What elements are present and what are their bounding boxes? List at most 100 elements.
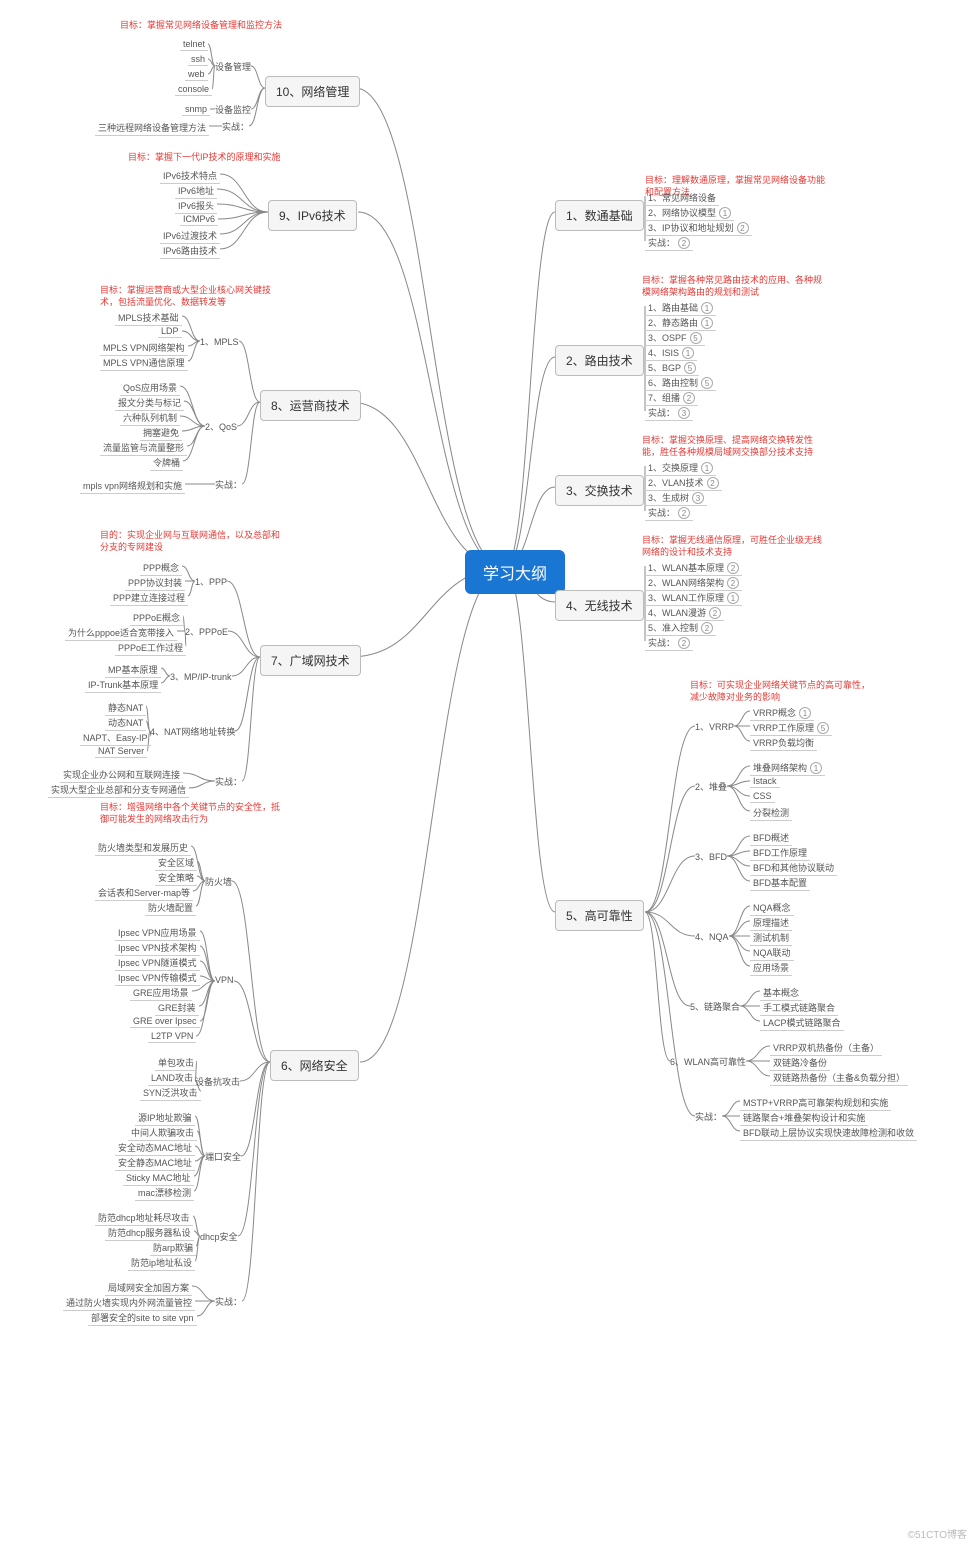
goal-b6: 目标：增强网络中各个关键节点的安全性，抵御可能发生的网络攻击行为 (100, 802, 280, 825)
leaf-b5-2-0: BFD概述 (750, 830, 792, 846)
leaf-b3-0: 1、交换原理1 (645, 460, 716, 476)
leaf-b9-5: IPv6路由技术 (160, 243, 220, 259)
leaf-b1-3: 实战：2 (645, 235, 693, 251)
sub-b7-3: 4、NAT网络地址转换 (150, 725, 235, 738)
leaf-b4-2: 3、WLAN工作原理1 (645, 590, 742, 606)
badge: 1 (727, 592, 739, 604)
branch-b6: 6、网络安全 (270, 1050, 359, 1081)
leaf-b2-5: 6、路由控制5 (645, 375, 716, 391)
branch-b10: 10、网络管理 (265, 76, 360, 107)
leaf-b5-6-2: BFD联动上层协议实现快速故障检测和收敛 (740, 1125, 917, 1141)
leaf-b5-0-2: VRRP负载均衡 (750, 735, 817, 751)
badge: 2 (727, 577, 739, 589)
sub-b6-5: 实战： (215, 1295, 242, 1308)
badge: 2 (709, 607, 721, 619)
leaf-b7-4-0: 实现企业办公网和互联网连接 (60, 767, 183, 783)
sub-b6-4: dhcp安全 (200, 1230, 238, 1243)
badge: 5 (690, 332, 702, 344)
sub-b10-0: 设备管理 (215, 60, 251, 73)
leaf-b1-0: 1、常见网络设备 (645, 190, 719, 206)
leaf-b7-3-0: 静态NAT (105, 700, 146, 716)
leaf-b8-0-1: LDP (158, 325, 182, 338)
sub-b5-3: 4、NQA (695, 930, 729, 943)
leaf-b1-1: 2、网络协议模型1 (645, 205, 734, 221)
watermark: ©51CTO博客 (908, 1526, 967, 1541)
goal-b8: 目标：掌握运营商或大型企业核心网关键技术，包括流量优化、数据转发等 (100, 285, 280, 308)
leaf-b3-3: 实战：2 (645, 505, 693, 521)
leaf-b7-1-0: PPPoE概念 (130, 610, 183, 626)
badge: 1 (701, 302, 713, 314)
leaf-b9-3: ICMPv6 (180, 213, 218, 226)
sub-b8-2: 实战： (215, 478, 242, 491)
leaf-b5-3-0: NQA概念 (750, 900, 794, 916)
sub-b5-6: 实战： (695, 1110, 722, 1123)
leaf-b5-1-2: CSS (750, 790, 775, 803)
leaf-b4-5: 实战：2 (645, 635, 693, 651)
leaf-b5-1-1: Istack (750, 775, 780, 788)
leaf-b7-3-3: NAT Server (95, 745, 147, 758)
leaf-b6-0-3: 会话表和Server-map等 (95, 885, 193, 901)
leaf-b6-1-7: L2TP VPN (148, 1030, 196, 1043)
badge: 1 (719, 207, 731, 219)
leaf-b6-3-3: 安全静态MAC地址 (115, 1155, 195, 1171)
leaf-b8-1-3: 拥塞避免 (140, 425, 182, 441)
leaf-b2-4: 5、BGP5 (645, 360, 699, 376)
leaf-b8-1-5: 令牌桶 (150, 455, 183, 471)
root-node: 学习大纲 (465, 550, 565, 594)
leaf-b9-0: IPv6技术特点 (160, 168, 220, 184)
leaf-b5-3-3: NQA联动 (750, 945, 794, 961)
sub-b7-0: 1、PPP (195, 575, 227, 588)
branch-b7: 7、广域网技术 (260, 645, 361, 676)
branch-b2: 2、路由技术 (555, 345, 644, 376)
leaf-b8-1-0: QoS应用场景 (120, 380, 180, 396)
badge: 3 (692, 492, 704, 504)
leaf-b5-1-0: 堆叠网络架构1 (750, 760, 825, 776)
goal-b3: 目标：掌握交换原理、提高网络交换转发性能，胜任各种规模局域网交换部分技术支持 (642, 435, 822, 458)
leaf-b6-0-4: 防火墙配置 (145, 900, 196, 916)
sub-b5-2: 3、BFD (695, 850, 727, 863)
badge: 2 (683, 392, 695, 404)
leaf-b5-1-3: 分裂检测 (750, 805, 792, 821)
leaf-b5-5-0: VRRP双机热备份（主备） (770, 1040, 882, 1056)
sub-b6-3: 端口安全 (205, 1150, 241, 1163)
leaf-b2-0: 1、路由基础1 (645, 300, 716, 316)
leaf-b7-2-1: IP-Trunk基本原理 (85, 677, 161, 693)
leaf-b5-6-1: 链路聚合+堆叠架构设计和实施 (740, 1110, 868, 1126)
leaf-b4-0: 1、WLAN基本原理2 (645, 560, 742, 576)
leaf-b6-1-6: GRE over Ipsec (130, 1015, 200, 1028)
leaf-b2-2: 3、OSPF5 (645, 330, 705, 346)
leaf-b8-1-2: 六种队列机制 (120, 410, 180, 426)
branch-b9: 9、IPv6技术 (268, 200, 357, 231)
leaf-b2-7: 实战：3 (645, 405, 693, 421)
leaf-b7-3-1: 动态NAT (105, 715, 146, 731)
goal-b9: 目标：掌握下一代IP技术的原理和实施 (128, 152, 281, 164)
leaf-b6-2-2: SYN泛洪攻击 (140, 1085, 201, 1101)
leaf-b6-3-1: 中间人欺骗攻击 (128, 1125, 197, 1141)
leaf-b6-3-5: mac漂移检测 (135, 1185, 194, 1201)
badge: 1 (799, 707, 811, 719)
leaf-b9-4: IPv6过渡技术 (160, 228, 220, 244)
leaf-b6-4-0: 防范dhcp地址耗尽攻击 (95, 1210, 193, 1226)
badge: 1 (701, 317, 713, 329)
badge: 3 (678, 407, 690, 419)
leaf-b5-3-1: 原理描述 (750, 915, 792, 931)
leaf-b6-4-3: 防范ip地址私设 (128, 1255, 195, 1271)
leaf-b5-4-2: LACP模式链路聚合 (760, 1015, 844, 1031)
sub-b5-0: 1、VRRP (695, 720, 734, 733)
leaf-b7-0-1: PPP协议封装 (125, 575, 185, 591)
leaf-b9-1: IPv6地址 (175, 183, 217, 199)
sub-b7-1: 2、PPPoE (185, 625, 228, 638)
leaf-b6-0-2: 安全策略 (155, 870, 197, 886)
badge: 2 (707, 477, 719, 489)
goal-b7: 目的：实现企业网与互联网通信，以及总部和分支的专网建设 (100, 530, 280, 553)
leaf-b6-4-1: 防范dhcp服务器私设 (105, 1225, 194, 1241)
leaf-b6-3-0: 源IP地址欺骗 (135, 1110, 195, 1126)
leaf-b8-0-2: MPLS VPN网络架构 (100, 340, 188, 356)
leaf-b6-1-1: Ipsec VPN技术架构 (115, 940, 200, 956)
leaf-b8-1-1: 报文分类与标记 (115, 395, 184, 411)
goal-b10: 目标：掌握常见网络设备管理和监控方法 (120, 20, 282, 32)
leaf-b10-0-0: telnet (180, 38, 208, 51)
leaf-b6-3-4: Sticky MAC地址 (123, 1170, 194, 1186)
badge: 2 (737, 222, 749, 234)
sub-b7-4: 实战： (215, 775, 242, 788)
